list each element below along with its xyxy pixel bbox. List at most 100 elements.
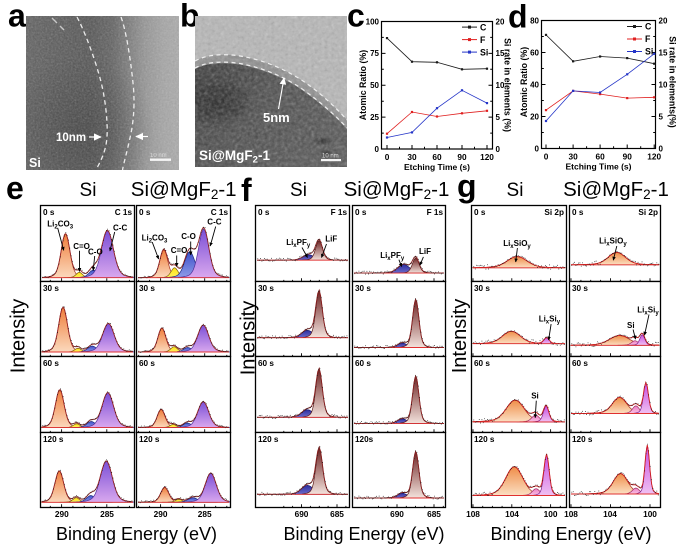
svg-text:Binding Energy (eV): Binding Energy (eV) <box>283 524 444 544</box>
svg-text:15: 15 <box>496 49 505 58</box>
svg-text:60 s: 60 s <box>474 359 490 368</box>
svg-text:10: 10 <box>496 81 505 90</box>
svg-text:b: b <box>180 0 200 34</box>
svg-text:60 s: 60 s <box>43 359 59 368</box>
svg-text:10nm: 10nm <box>56 132 86 144</box>
svg-text:Si rate in elements(%): Si rate in elements(%) <box>668 36 678 127</box>
svg-text:30: 30 <box>568 151 578 161</box>
svg-text:0 s: 0 s <box>355 208 367 217</box>
svg-text:LixPFy: LixPFy <box>286 238 311 249</box>
svg-text:Atomic Ratio (%): Atomic Ratio (%) <box>358 50 368 120</box>
svg-text:Si: Si <box>290 180 307 201</box>
svg-text:C 1s: C 1s <box>115 208 133 217</box>
svg-text:C-C: C-C <box>207 218 221 227</box>
svg-text:30 s: 30 s <box>139 284 155 293</box>
svg-text:LixPFy: LixPFy <box>380 251 405 262</box>
svg-text:5: 5 <box>659 112 664 121</box>
svg-text:d: d <box>508 0 528 35</box>
svg-text:20: 20 <box>496 17 505 26</box>
svg-text:0: 0 <box>385 152 390 162</box>
svg-text:g: g <box>457 168 477 204</box>
svg-text:104: 104 <box>603 509 617 519</box>
svg-text:10 nm: 10 nm <box>150 153 167 159</box>
svg-text:20: 20 <box>659 16 668 25</box>
svg-text:f: f <box>241 172 252 208</box>
svg-text:c: c <box>347 0 365 34</box>
svg-text:Intensity: Intensity <box>8 299 30 373</box>
svg-text:0 s: 0 s <box>474 208 486 217</box>
svg-text:690: 690 <box>295 509 309 519</box>
svg-text:Si: Si <box>645 47 653 57</box>
svg-text:Li2CO3: Li2CO3 <box>142 234 168 245</box>
svg-text:Si 2p: Si 2p <box>638 208 658 217</box>
svg-text:Etching Time (s): Etching Time (s) <box>566 162 632 172</box>
svg-text:120 s: 120 s <box>43 435 64 444</box>
svg-text:Binding Energy (eV): Binding Energy (eV) <box>490 524 651 544</box>
svg-text:Si rate in elements (%): Si rate in elements (%) <box>503 38 513 132</box>
svg-text:120 s: 120 s <box>258 435 279 444</box>
svg-text:90: 90 <box>457 152 467 162</box>
svg-text:LiF: LiF <box>325 235 337 244</box>
svg-text:30 s: 30 s <box>258 284 274 293</box>
svg-text:0 s: 0 s <box>43 208 55 217</box>
svg-text:Si@MgF2-1: Si@MgF2-1 <box>199 148 270 166</box>
svg-text:290: 290 <box>55 509 69 519</box>
svg-text:25: 25 <box>370 113 379 122</box>
svg-text:60: 60 <box>432 152 442 162</box>
svg-text:Intensity: Intensity <box>449 299 471 373</box>
svg-text:285: 285 <box>198 509 212 519</box>
svg-text:0: 0 <box>659 144 664 153</box>
svg-text:30 s: 30 s <box>43 284 59 293</box>
svg-text:0: 0 <box>375 145 380 154</box>
svg-text:F: F <box>645 34 651 44</box>
svg-text:a: a <box>8 0 26 34</box>
svg-text:60 s: 60 s <box>139 359 155 368</box>
svg-text:Atomic Ratio (%): Atomic Ratio (%) <box>519 47 529 117</box>
svg-text:C: C <box>480 22 487 32</box>
svg-text:120: 120 <box>480 152 494 162</box>
svg-text:Si@MgF2-1: Si@MgF2-1 <box>131 178 237 202</box>
svg-text:60: 60 <box>595 151 605 161</box>
svg-text:Si: Si <box>531 391 539 400</box>
svg-text:108: 108 <box>466 509 480 519</box>
svg-text:Si@MgF2-1: Si@MgF2-1 <box>344 178 450 202</box>
svg-text:685: 685 <box>330 509 344 519</box>
svg-text:0 s: 0 s <box>572 208 584 217</box>
svg-text:100: 100 <box>643 509 657 519</box>
svg-text:5nm: 5nm <box>263 110 290 125</box>
svg-text:F: F <box>480 35 486 45</box>
svg-text:e: e <box>6 170 24 206</box>
svg-text:30 s: 30 s <box>355 284 371 293</box>
svg-text:30 s: 30 s <box>572 284 588 293</box>
svg-text:Intensity: Intensity <box>238 301 260 375</box>
svg-text:0: 0 <box>535 144 540 153</box>
svg-text:LixSiOy: LixSiOy <box>503 239 531 250</box>
svg-text:285: 285 <box>100 509 114 519</box>
svg-text:Si: Si <box>627 321 635 330</box>
svg-text:60 s: 60 s <box>572 359 588 368</box>
svg-text:90: 90 <box>623 151 633 161</box>
svg-text:Si: Si <box>29 156 41 170</box>
svg-text:Etching Time (s): Etching Time (s) <box>404 162 470 172</box>
svg-text:100: 100 <box>544 509 558 519</box>
svg-text:290: 290 <box>154 509 168 519</box>
svg-text:Si 2p: Si 2p <box>544 208 564 217</box>
svg-text:LixSiy: LixSiy <box>637 306 659 317</box>
svg-text:685: 685 <box>427 509 441 519</box>
svg-text:0: 0 <box>496 145 501 154</box>
svg-text:LixSiOy: LixSiOy <box>599 237 627 248</box>
svg-text:60: 60 <box>530 48 539 57</box>
svg-text:Li2CO3: Li2CO3 <box>47 220 73 231</box>
svg-text:120 s: 120 s <box>474 435 495 444</box>
svg-text:120s: 120s <box>355 435 374 444</box>
svg-text:30: 30 <box>407 152 417 162</box>
svg-text:Si: Si <box>507 180 524 201</box>
svg-text:C-C: C-C <box>113 224 127 233</box>
svg-text:50: 50 <box>370 81 379 90</box>
svg-text:15: 15 <box>659 48 668 57</box>
svg-text:104: 104 <box>505 509 519 519</box>
svg-text:Binding Energy (eV): Binding Energy (eV) <box>56 524 217 544</box>
svg-text:Si: Si <box>80 180 97 201</box>
svg-text:690: 690 <box>390 509 404 519</box>
svg-text:80: 80 <box>530 16 539 25</box>
